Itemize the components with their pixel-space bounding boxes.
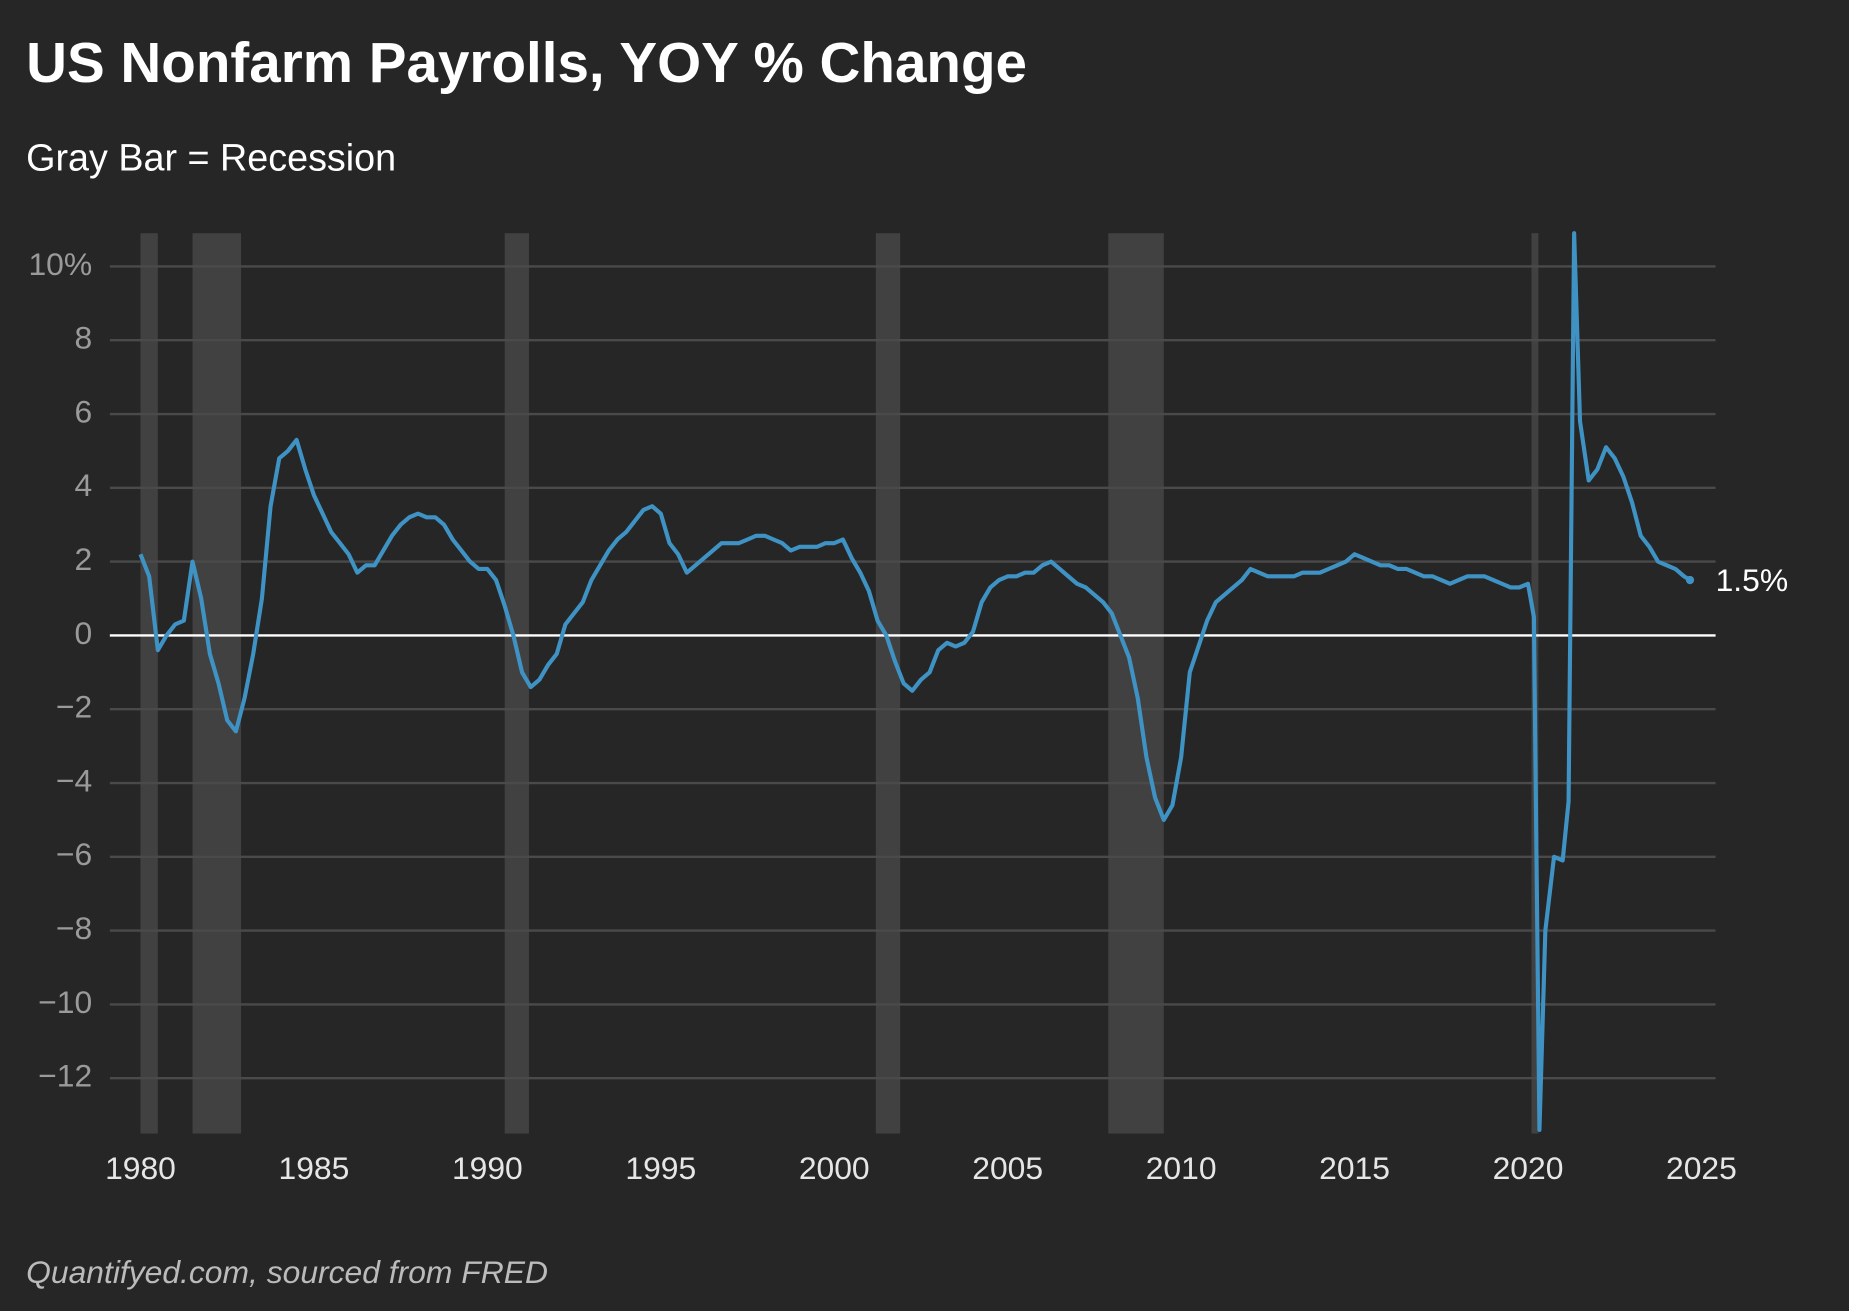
recession-bar xyxy=(875,233,901,1134)
end-label: 1.5% xyxy=(1716,562,1789,598)
chart-title: US Nonfarm Payrolls, YOY % Change xyxy=(26,31,1027,94)
y-tick-label: −12 xyxy=(38,1058,92,1094)
chart-subtitle: Gray Bar = Recession xyxy=(26,136,396,178)
y-tick-label: 2 xyxy=(74,541,92,577)
y-tick-label: 8 xyxy=(74,320,92,356)
source-note: Quantifyed.com, sourced from FRED xyxy=(26,1254,548,1290)
x-tick-label: 1985 xyxy=(279,1150,350,1186)
x-tick-label: 2000 xyxy=(799,1150,870,1186)
y-tick-label: −8 xyxy=(56,910,92,946)
y-tick-label: 4 xyxy=(74,467,92,503)
x-tick-label: 2005 xyxy=(972,1150,1043,1186)
x-tick-label: 2020 xyxy=(1493,1150,1564,1186)
x-tick-label: 1980 xyxy=(105,1150,176,1186)
y-tick-label: 10% xyxy=(28,246,92,282)
y-tick-label: −10 xyxy=(38,984,92,1020)
y-tick-label: −2 xyxy=(56,689,92,725)
x-tick-label: 2025 xyxy=(1666,1150,1737,1186)
y-tick-label: 6 xyxy=(74,393,92,429)
recession-bar xyxy=(504,233,529,1134)
x-tick-label: 2010 xyxy=(1146,1150,1217,1186)
y-tick-label: −4 xyxy=(56,762,92,798)
x-tick-label: 1990 xyxy=(452,1150,523,1186)
y-tick-label: 0 xyxy=(74,615,92,651)
recession-bar xyxy=(140,233,158,1134)
data-line xyxy=(138,231,1692,1132)
x-tick-label: 1995 xyxy=(625,1150,696,1186)
end-point xyxy=(1685,575,1695,585)
y-tick-label: −6 xyxy=(56,836,92,872)
x-tick-label: 2015 xyxy=(1319,1150,1390,1186)
